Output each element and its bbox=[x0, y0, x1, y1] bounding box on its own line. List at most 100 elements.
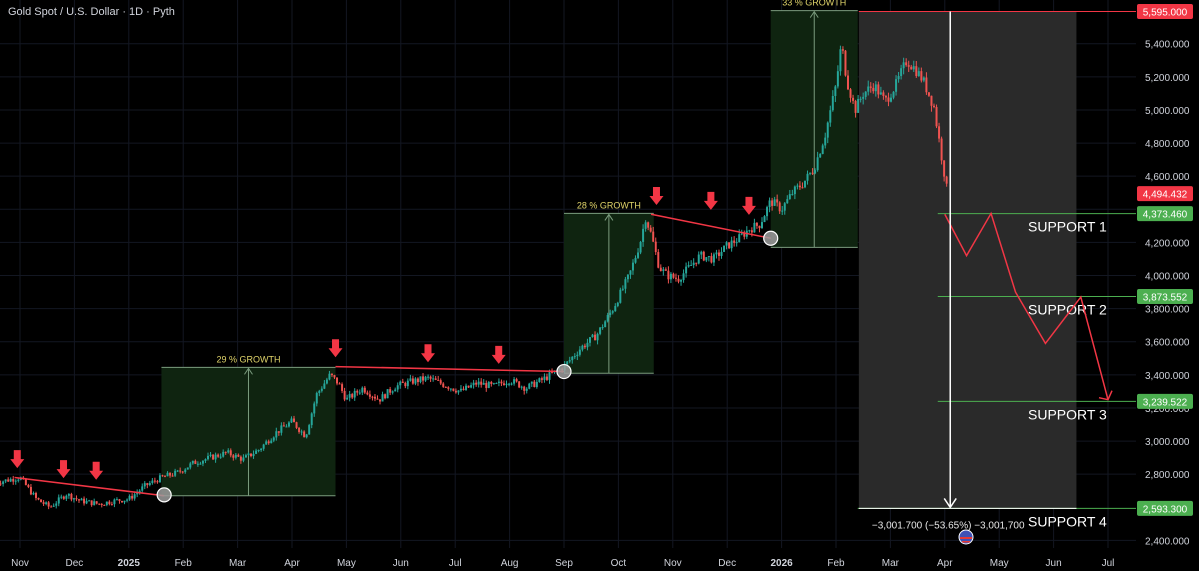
candle-body bbox=[551, 372, 554, 374]
candle bbox=[323, 380, 326, 390]
candle-body bbox=[300, 431, 303, 433]
candle bbox=[601, 324, 604, 330]
candle bbox=[9, 477, 12, 483]
x-tick-label: Jul bbox=[1102, 558, 1115, 569]
candle-body bbox=[416, 378, 419, 383]
candle-body bbox=[849, 89, 852, 98]
candle-body bbox=[255, 450, 258, 454]
down-arrow-marker bbox=[491, 345, 506, 364]
candle bbox=[768, 197, 771, 213]
candle bbox=[826, 121, 829, 144]
candle-body bbox=[938, 126, 941, 139]
candle-body bbox=[32, 493, 35, 495]
candle bbox=[728, 242, 731, 250]
candle bbox=[293, 415, 296, 423]
candle-body bbox=[34, 493, 37, 498]
candle-body bbox=[348, 394, 351, 398]
candle-body bbox=[707, 256, 710, 258]
support-label: SUPPORT 1 bbox=[1028, 219, 1107, 235]
candle bbox=[75, 495, 78, 502]
candle bbox=[720, 247, 723, 259]
candle bbox=[725, 241, 728, 250]
candle bbox=[846, 70, 849, 91]
candle bbox=[687, 261, 690, 268]
candle bbox=[303, 430, 306, 438]
candle-body bbox=[839, 49, 842, 72]
candle-body bbox=[571, 356, 574, 361]
candle-body bbox=[760, 222, 763, 229]
candle bbox=[442, 382, 445, 388]
candle-body bbox=[616, 302, 619, 306]
growth-label: 33 % GROWTH bbox=[782, 0, 846, 8]
candle bbox=[839, 45, 842, 76]
candle-body bbox=[715, 252, 718, 255]
candle-body bbox=[809, 172, 812, 174]
candle-body bbox=[766, 207, 769, 217]
candle bbox=[492, 382, 495, 385]
candle bbox=[677, 275, 680, 284]
candle bbox=[437, 375, 440, 381]
candle bbox=[545, 373, 548, 382]
candle-body bbox=[447, 387, 450, 389]
candle-body bbox=[105, 501, 108, 505]
down-arrow-marker bbox=[89, 461, 104, 480]
price-tag-bg bbox=[1137, 393, 1193, 409]
candle-body bbox=[0, 483, 2, 485]
candle-body bbox=[649, 227, 652, 232]
candle-body bbox=[482, 383, 485, 385]
candle bbox=[146, 482, 149, 489]
candle-body bbox=[910, 66, 913, 70]
candle bbox=[510, 382, 513, 386]
candle-body bbox=[427, 376, 430, 378]
candle bbox=[518, 380, 521, 389]
candle bbox=[533, 379, 536, 388]
candle bbox=[470, 382, 473, 389]
candle bbox=[659, 264, 662, 272]
candle bbox=[434, 376, 437, 381]
candle-body bbox=[626, 274, 629, 280]
candle bbox=[576, 351, 579, 361]
candle bbox=[244, 453, 247, 458]
price-tag: 5,595.000 bbox=[1137, 3, 1193, 19]
candle-body bbox=[662, 269, 665, 272]
candle bbox=[449, 388, 452, 392]
candle-body bbox=[77, 499, 80, 501]
candle-body bbox=[776, 199, 779, 203]
candle bbox=[204, 458, 207, 464]
candle bbox=[816, 151, 819, 172]
candle bbox=[7, 477, 10, 483]
candle-body bbox=[824, 137, 827, 146]
candle bbox=[72, 497, 75, 503]
candle bbox=[4, 479, 7, 484]
x-tick-label: Dec bbox=[718, 558, 736, 569]
candle-body bbox=[252, 453, 255, 457]
candle bbox=[766, 205, 769, 221]
candle-body bbox=[151, 480, 154, 484]
candle-body bbox=[897, 76, 900, 80]
candle-body bbox=[437, 379, 440, 381]
candle-body bbox=[75, 498, 78, 500]
candle-body bbox=[242, 457, 245, 461]
candle-body bbox=[394, 389, 397, 392]
candle bbox=[836, 65, 839, 89]
candle bbox=[270, 438, 273, 444]
candle bbox=[325, 377, 328, 385]
candle-body bbox=[631, 262, 634, 271]
candle bbox=[649, 225, 652, 233]
candle-body bbox=[207, 455, 210, 460]
candle-body bbox=[816, 157, 819, 171]
candle bbox=[237, 453, 240, 457]
breakout-point bbox=[763, 230, 779, 246]
candle bbox=[186, 467, 189, 470]
candle-body bbox=[917, 71, 920, 77]
candle-body bbox=[545, 376, 548, 380]
candle-body bbox=[763, 216, 766, 223]
candle-body bbox=[723, 245, 726, 252]
candle bbox=[151, 478, 154, 485]
x-tick-label: Mar bbox=[229, 558, 247, 569]
candle bbox=[783, 201, 786, 215]
candle-body bbox=[806, 173, 809, 181]
candle-body bbox=[315, 393, 318, 404]
candle-body bbox=[738, 234, 741, 243]
